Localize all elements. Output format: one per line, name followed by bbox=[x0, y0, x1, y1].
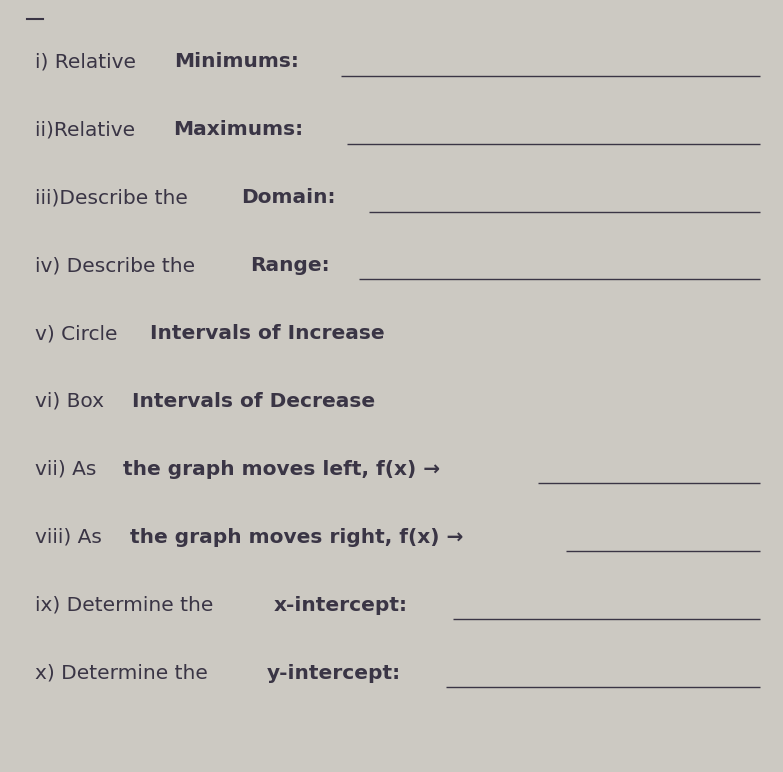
Text: ix) Determine the: ix) Determine the bbox=[35, 596, 220, 615]
Text: Range:: Range: bbox=[250, 256, 330, 275]
Text: viii) As: viii) As bbox=[35, 528, 109, 547]
Text: iv) Describe the: iv) Describe the bbox=[35, 256, 202, 275]
Text: iii)Describe the: iii)Describe the bbox=[35, 188, 194, 207]
Text: i) Relative: i) Relative bbox=[35, 52, 143, 71]
Text: the graph moves left, f(x) →: the graph moves left, f(x) → bbox=[123, 460, 440, 479]
Text: vi) Box: vi) Box bbox=[35, 392, 110, 411]
Text: Intervals of Decrease: Intervals of Decrease bbox=[132, 392, 376, 411]
Text: vii) As: vii) As bbox=[35, 460, 103, 479]
Text: Minimums:: Minimums: bbox=[174, 52, 298, 71]
Text: Domain:: Domain: bbox=[240, 188, 335, 207]
Text: ii)Relative: ii)Relative bbox=[35, 120, 142, 139]
Text: Intervals of Increase: Intervals of Increase bbox=[150, 324, 384, 343]
Text: y-intercept:: y-intercept: bbox=[266, 664, 401, 682]
Text: Maximums:: Maximums: bbox=[173, 120, 303, 139]
Text: x) Determine the: x) Determine the bbox=[35, 664, 215, 682]
Text: v) Circle: v) Circle bbox=[35, 324, 124, 343]
Text: x-intercept:: x-intercept: bbox=[273, 596, 408, 615]
Text: the graph moves right, f(x) →: the graph moves right, f(x) → bbox=[130, 528, 463, 547]
